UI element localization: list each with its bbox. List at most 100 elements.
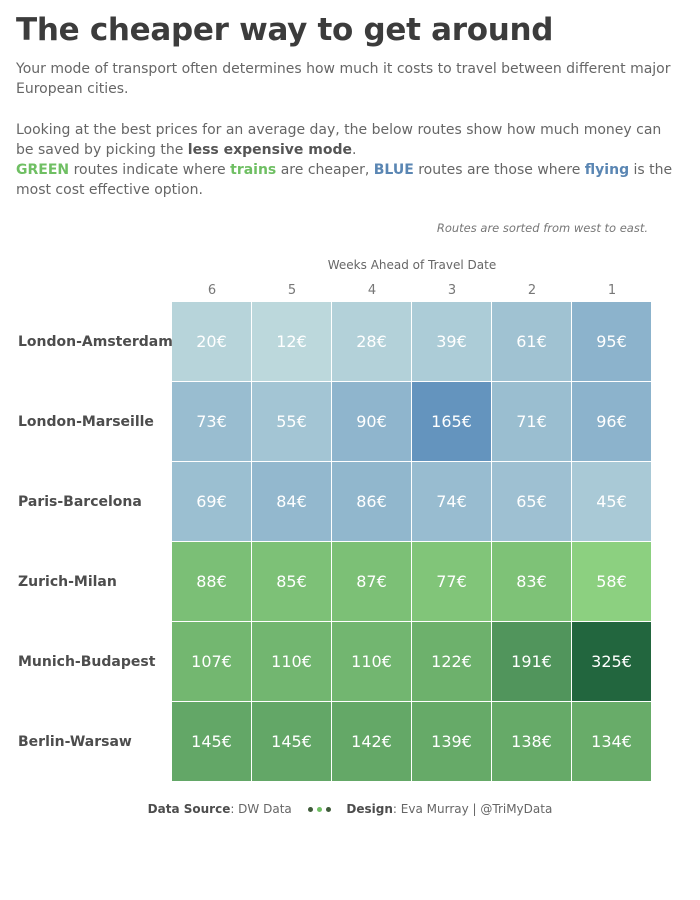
design-value: : Eva Murray | @TriMyData [392, 802, 553, 816]
design-label: Design [346, 802, 393, 816]
heatmap-cell: 69€ [172, 462, 252, 542]
cell-value-label: 139€ [431, 732, 472, 751]
heatmap-cell: 110€ [332, 622, 412, 702]
cell-value-label: 138€ [511, 732, 552, 751]
dot-dark-2 [325, 807, 331, 812]
cell-value-label: 69€ [196, 492, 227, 511]
cell-value-label: 45€ [596, 492, 627, 511]
heatmap-cell: 96€ [572, 382, 652, 462]
cell-value-label: 86€ [356, 492, 387, 511]
trains-keyword: trains [230, 162, 277, 178]
explanation-text-b: . [352, 142, 357, 158]
column-header-3: 3 [447, 283, 457, 298]
heatmap-cell: 325€ [572, 622, 652, 702]
explanation-text-c: routes indicate where [69, 162, 231, 178]
cell-value-label: 96€ [596, 412, 627, 431]
heatmap-cell: 122€ [412, 622, 492, 702]
cell-value-label: 110€ [271, 652, 312, 671]
flying-keyword: flying [584, 162, 630, 178]
heatmap-cell: 83€ [492, 542, 572, 622]
green-keyword: GREEN [16, 162, 70, 178]
cell-value-label: 87€ [356, 572, 387, 591]
heatmap-cell: 12€ [252, 302, 332, 382]
heatmap-cell: 107€ [172, 622, 252, 702]
row-label: London-Marseille [18, 414, 154, 430]
heatmap-cell: 45€ [572, 462, 652, 542]
cell-value-label: 88€ [196, 572, 227, 591]
cell-value-label: 85€ [276, 572, 307, 591]
heatmap-cell: 142€ [332, 702, 412, 782]
cell-value-label: 110€ [351, 652, 392, 671]
intro-text: Your mode of transport often determines … [16, 61, 671, 97]
cell-value-label: 145€ [271, 732, 312, 751]
heatmap-cell: 58€ [572, 542, 652, 622]
heatmap-cell: 73€ [172, 382, 252, 462]
column-header-1: 1 [607, 283, 617, 298]
heatmap-cell: 134€ [572, 702, 652, 782]
heatmap-cell: 88€ [172, 542, 252, 622]
column-header-2: 2 [527, 283, 537, 298]
explanation-text-a: Looking at the best prices for an averag… [16, 122, 662, 158]
heatmap-cell: 90€ [332, 382, 412, 462]
column-header-6: 6 [207, 283, 217, 298]
cell-value-label: 61€ [516, 332, 547, 351]
heatmap-cell: 86€ [332, 462, 412, 542]
heatmap-cell: 77€ [412, 542, 492, 622]
page-title: The cheaper way to get around [16, 12, 554, 48]
row-label: Paris-Barcelona [18, 494, 142, 510]
heatmap-cell: 138€ [492, 702, 572, 782]
heatmap-cell: 145€ [172, 702, 252, 782]
heatmap-cell: 84€ [252, 462, 332, 542]
x-axis-title: Weeks Ahead of Travel Date [327, 258, 497, 272]
cell-value-label: 77€ [436, 572, 467, 591]
cell-value-label: 65€ [516, 492, 547, 511]
heatmap-cell: 95€ [572, 302, 652, 382]
heatmap-cell: 165€ [412, 382, 492, 462]
cell-value-label: 122€ [431, 652, 472, 671]
cell-value-label: 74€ [436, 492, 467, 511]
heatmap-cell: 71€ [492, 382, 572, 462]
heatmap-cell: 55€ [252, 382, 332, 462]
cell-value-label: 73€ [196, 412, 227, 431]
cell-value-label: 165€ [431, 412, 472, 431]
heatmap-cell: 65€ [492, 462, 572, 542]
cell-value-label: 107€ [191, 652, 232, 671]
cell-value-label: 83€ [516, 572, 547, 591]
heatmap-cell: 87€ [332, 542, 412, 622]
intro-paragraph: Your mode of transport often determines … [16, 59, 681, 99]
cell-value-label: 145€ [191, 732, 232, 751]
heatmap-cell: 139€ [412, 702, 492, 782]
heatmap-cell: 28€ [332, 302, 412, 382]
row-label: Munich-Budapest [18, 654, 156, 670]
dot-green [316, 807, 322, 812]
explanation-text-e: routes are those where [413, 162, 585, 178]
explanation-text-f: is the most cost effective option. [16, 162, 673, 198]
source-label: Data Source [147, 802, 231, 816]
row-labels: London-Amsterdam London-Marseille Paris-Ba… [18, 302, 173, 782]
heatmap-cell: 85€ [252, 542, 332, 622]
less-expensive-mode-text: less expensive mode [187, 142, 352, 158]
heatmap-cell: 145€ [252, 702, 332, 782]
cell-value-label: 39€ [436, 332, 467, 351]
column-header-5: 5 [287, 283, 297, 298]
heatmap-cell: 39€ [412, 302, 492, 382]
dots-divider [306, 802, 333, 816]
source-value: : DW Data [230, 802, 292, 816]
row-label: Berlin-Warsaw [18, 734, 132, 750]
heatmap-grid: 20€ 12€ 28€ 39€ 61€ 95€ 73€ 55€ 90€ 165€ 71€ 96€ 69€… [172, 302, 652, 782]
row-label: Zurich-Milan [18, 574, 117, 590]
heatmap-cell: 74€ [412, 462, 492, 542]
cell-value-label: 325€ [591, 652, 632, 671]
footer: Data Source: DW Data Design: Eva Murray … [0, 802, 700, 816]
row-label: London-Amsterdam [18, 334, 173, 350]
cell-value-label: 71€ [516, 412, 547, 431]
column-headers: 6 5 4 3 2 1 [172, 283, 652, 301]
explanation-text-d: are cheaper, [276, 162, 374, 178]
cell-value-label: 142€ [351, 732, 392, 751]
cell-value-label: 90€ [356, 412, 387, 431]
cell-value-label: 95€ [596, 332, 627, 351]
cell-value-label: 134€ [591, 732, 632, 751]
heatmap-cell: 61€ [492, 302, 572, 382]
cell-value-label: 58€ [596, 572, 627, 591]
heatmap-cell: 191€ [492, 622, 572, 702]
